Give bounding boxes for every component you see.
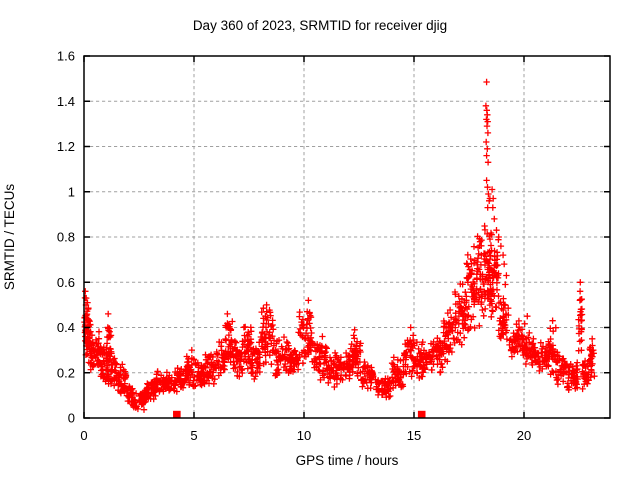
x-tick-label: 5 — [190, 428, 197, 443]
y-tick-label: 1.4 — [57, 94, 75, 109]
x-tick-label: 0 — [80, 428, 87, 443]
y-tick-label: 0.2 — [57, 365, 75, 380]
srmtid-plus-markers — [81, 78, 598, 413]
y-axis-label: SRMTID / TECUs — [2, 184, 17, 291]
y-tick-label: 0 — [68, 411, 75, 426]
scatter-points — [81, 78, 598, 419]
x-tick-label: 15 — [407, 428, 421, 443]
chart-title: Day 360 of 2023, SRMTID for receiver dji… — [193, 18, 447, 33]
y-tick-label: 0.4 — [57, 320, 75, 335]
y-tick-label: 1.6 — [57, 49, 75, 64]
tick-labels: 0 5 10 15 20 0 0.2 0.4 0.6 0.8 1 1.2 1.4 1.6 — [57, 49, 531, 444]
y-tick-label: 1 — [68, 184, 75, 199]
axis-gap-square-marker — [173, 410, 181, 419]
axes-and-ticks — [83, 55, 611, 419]
x-tick-label: 20 — [517, 428, 531, 443]
y-tick-label: 0.8 — [57, 230, 75, 245]
axis-gap-square-marker — [417, 410, 426, 419]
x-axis-label: GPS time / hours — [296, 453, 399, 468]
y-tick-label: 0.6 — [57, 275, 75, 290]
x-tick-label: 10 — [297, 428, 311, 443]
y-tick-label: 1.2 — [57, 139, 75, 154]
